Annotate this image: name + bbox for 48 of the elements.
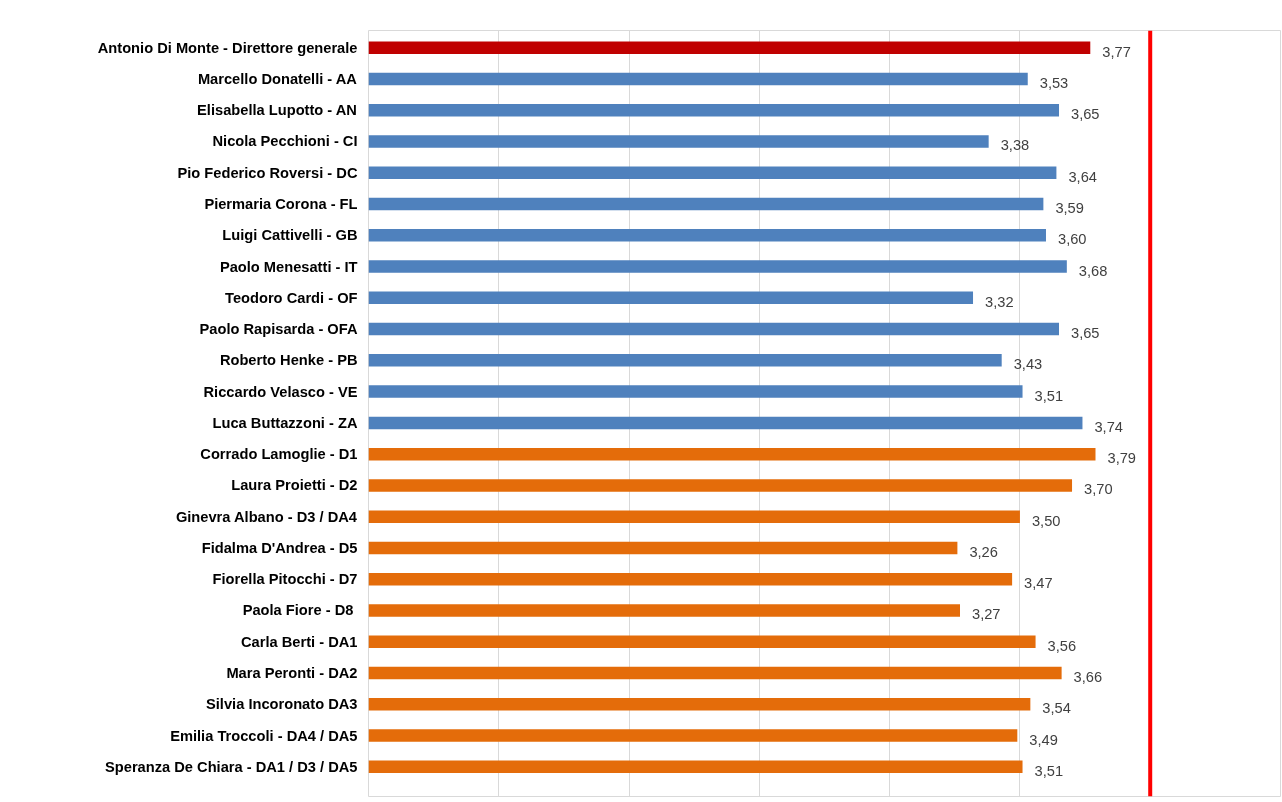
y-tick-label: Antonio Di Monte - Direttore generale	[97, 39, 358, 56]
data-label: 3,38	[1000, 137, 1030, 154]
y-tick-label: Speranza De Chiara - DA1 / D3 / DA5	[105, 758, 358, 775]
data-label: 3,56	[1047, 637, 1077, 654]
data-label: 3,51	[1034, 762, 1064, 779]
data-label: 3,43	[1013, 356, 1043, 373]
data-label: 3,47	[1024, 575, 1053, 592]
y-tick-label: Teodoro Cardi - OF	[225, 289, 358, 306]
data-label: 3,27	[972, 606, 1001, 623]
y-tick-label: Carla Berti - DA1	[241, 633, 358, 650]
y-tick-label: Mara Peronti - DA2	[226, 665, 358, 681]
data-label: 3,68	[1078, 262, 1108, 279]
data-label: 3,32	[985, 293, 1014, 310]
data-label: 3,77	[1102, 43, 1131, 60]
y-tick-label: Silvia Incoronato DA3	[206, 696, 358, 713]
data-label: 3,79	[1107, 450, 1137, 467]
y-tick-label: Nicola Pecchioni - CI	[212, 133, 358, 150]
y-tick-label: Piermaria Corona - FL	[204, 196, 358, 213]
y-tick-label: Fiorella Pitocchi - D7	[212, 571, 358, 588]
y-tick-label: Luigi Cattivelli - GB	[222, 227, 358, 244]
data-label: 3,54	[1042, 700, 1071, 717]
data-label: 3,51	[1034, 387, 1064, 404]
data-label: 3,49	[1029, 731, 1058, 748]
y-tick-label: Riccardo Velasco - VE	[203, 383, 358, 400]
y-tick-label: Elisabella Lupotto - AN	[197, 102, 357, 119]
data-label: 3,64	[1068, 168, 1097, 185]
data-label: 3,53	[1039, 74, 1069, 91]
data-label: 3,26	[969, 543, 998, 560]
data-label: 3,59	[1055, 200, 1084, 217]
y-tick-label: Fidalma D'Andrea - D5	[201, 539, 358, 556]
data-label: 3,60	[1057, 231, 1087, 248]
y-tick-label: Luca Buttazzoni - ZA	[212, 414, 358, 431]
data-label: 3,74	[1094, 418, 1123, 435]
y-tick-label: Pio Federico Roversi - DC	[177, 164, 358, 181]
y-tick-label: Ginevra Albano - D3 / DA4	[175, 508, 358, 525]
data-label: 3,50	[1031, 512, 1061, 529]
data-label: 3,66	[1073, 669, 1103, 685]
data-label: 3,65	[1071, 325, 1100, 342]
y-tick-label: Paolo Menesatti - IT	[219, 258, 358, 275]
y-tick-label: Laura Proietti - D2	[231, 477, 358, 494]
y-tick-label: Paolo Rapisarda - OFA	[199, 321, 358, 338]
y-tick-label: Emilia Troccoli - DA4 / DA5	[170, 727, 358, 744]
y-tick-label: Roberto Henke - PB	[219, 352, 358, 369]
y-tick-label: Marcello Donatelli - AA	[197, 70, 358, 87]
y-tick-label: Corrado Lamoglie - D1	[200, 446, 358, 463]
y-tick-label: Paola Fiore - D8	[242, 602, 354, 619]
data-label: 3,65	[1071, 106, 1100, 123]
data-label: 3,70	[1084, 481, 1113, 498]
